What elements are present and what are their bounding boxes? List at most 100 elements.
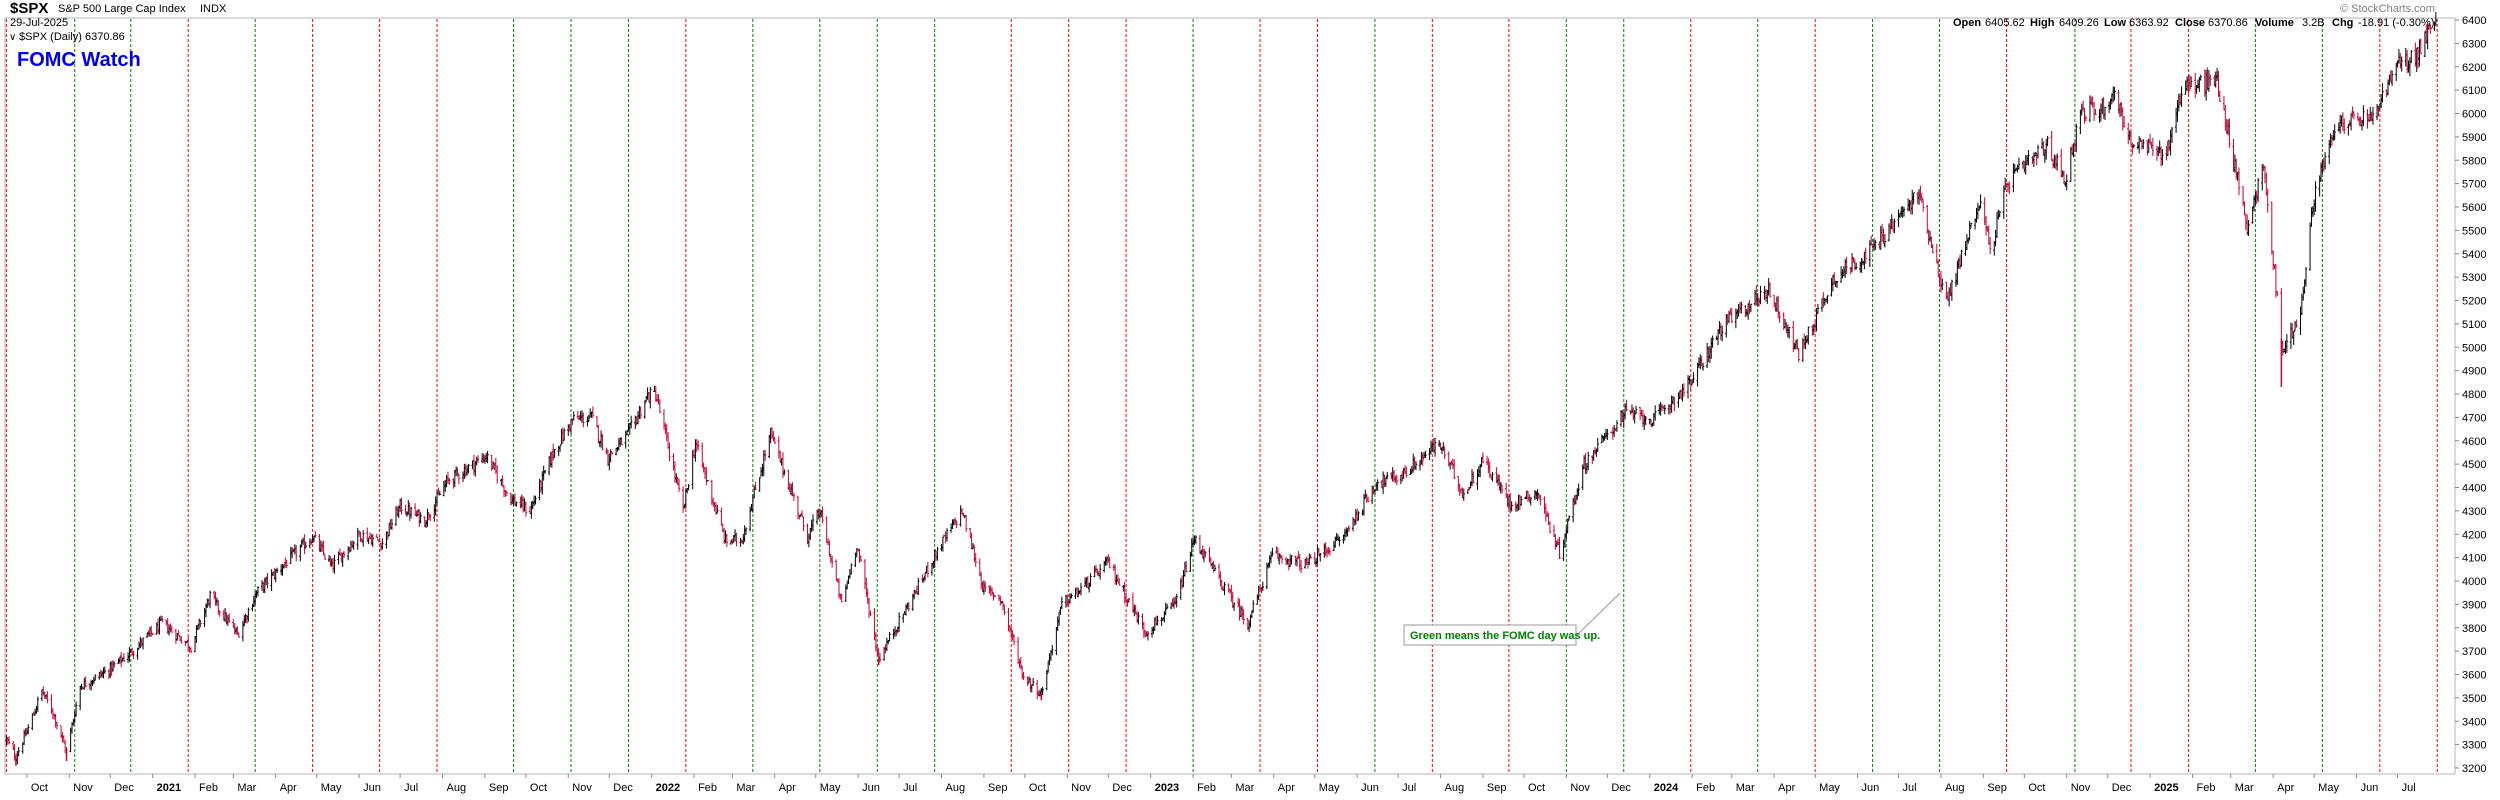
price-bars — [5, 11, 2438, 766]
series-legend: ∨ $SPX (Daily) 6370.86 — [9, 31, 125, 43]
x-axis: Oct Nov Dec 2021 Feb Mar Apr May Jun Jul Aug Sep Oct… — [26, 774, 2416, 794]
x-tick-label: Apr — [280, 782, 297, 794]
header-source: © StockCharts.com — [2340, 3, 2435, 15]
x-tick-label: Nov — [1570, 782, 1590, 794]
x-tick-label: Apr — [1278, 782, 1295, 794]
x-tick-label: Aug — [447, 782, 467, 794]
x-tick-label: Jun — [1361, 782, 1379, 794]
ohlc-close-value: 6370.86 — [2208, 17, 2248, 29]
x-tick-label: Feb — [1197, 782, 1216, 794]
x-tick-label: Aug — [1945, 782, 1965, 794]
x-tick-label: Nov — [572, 782, 592, 794]
x-tick-label: Jul — [2402, 782, 2416, 794]
x-tick-label: May — [1819, 782, 1840, 794]
x-tick-label: Nov — [73, 782, 93, 794]
y-tick-label: 3800 — [2462, 623, 2486, 635]
x-tick-label: Oct — [1029, 782, 1046, 794]
header-description: S&P 500 Large Cap Index — [58, 3, 186, 15]
x-tick-label: Feb — [1696, 782, 1715, 794]
ohlc-open-value: 6405.62 — [1985, 17, 2025, 29]
y-tick-label: 4500 — [2462, 459, 2486, 471]
x-tick-label: Nov — [1071, 782, 1091, 794]
y-tick-label: 5000 — [2462, 342, 2486, 354]
x-tick-label: Jun — [862, 782, 880, 794]
x-tick-label: Jun — [2361, 782, 2379, 794]
x-tick-label: Jun — [1862, 782, 1880, 794]
x-tick-label: Mar — [1235, 782, 1254, 794]
x-tick-label: Mar — [237, 782, 256, 794]
x-tick-label: Mar — [1736, 782, 1755, 794]
header-exchange: INDX — [200, 3, 227, 15]
x-tick-label: Aug — [1445, 782, 1465, 794]
series-legend-label: $SPX (Daily) 6370.86 — [19, 31, 125, 43]
ohlc-close-label: Close — [2175, 17, 2205, 29]
y-tick-label: 6000 — [2462, 109, 2486, 121]
y-tick-label: 5100 — [2462, 319, 2486, 331]
x-tick-label: Oct — [2028, 782, 2045, 794]
x-tick-label: Apr — [779, 782, 796, 794]
y-tick-label: 3200 — [2462, 763, 2486, 775]
y-tick-label: 4600 — [2462, 436, 2486, 448]
y-tick-label: 4400 — [2462, 483, 2486, 495]
ohlc-open-label: Open — [1953, 17, 1981, 29]
x-tick-label: Feb — [698, 782, 717, 794]
ohlc-low-label: Low — [2104, 17, 2126, 29]
x-tick-label: Feb — [199, 782, 218, 794]
x-tick-label: Oct — [530, 782, 547, 794]
ohlc-readout: Open 6405.62 High 6409.26 Low 6363.92 Cl… — [1953, 17, 2434, 29]
x-tick-label: Dec — [613, 782, 633, 794]
x-tick-label: Jul — [1903, 782, 1917, 794]
x-tick-label: Jul — [404, 782, 418, 794]
y-tick-label: 4100 — [2462, 553, 2486, 565]
x-tick-label: 2025 — [2154, 782, 2178, 794]
legend-toggle-icon[interactable]: ∨ — [9, 32, 16, 43]
x-tick-label: Jun — [363, 782, 381, 794]
x-tick-label: Jul — [1402, 782, 1416, 794]
x-tick-label: May — [820, 782, 841, 794]
x-tick-label: Jul — [903, 782, 917, 794]
x-tick-label: Dec — [1611, 782, 1631, 794]
header-date: 29-Jul-2025 — [10, 17, 68, 29]
ohlc-volume-value: 3.2B — [2302, 17, 2325, 29]
x-tick-label: 2023 — [1155, 782, 1179, 794]
annotation-note: Green means the FOMC day was up. — [1403, 592, 1621, 646]
x-tick-label: Oct — [1528, 782, 1545, 794]
x-tick-label: Aug — [946, 782, 966, 794]
ohlc-high-value: 6409.26 — [2059, 17, 2099, 29]
ohlc-chg-label: Chg — [2332, 17, 2353, 29]
x-tick-label: Apr — [2277, 782, 2294, 794]
plot-area — [4, 17, 2456, 775]
y-tick-label: 6100 — [2462, 85, 2486, 97]
y-tick-label: 5700 — [2462, 179, 2486, 191]
y-tick-label: 3900 — [2462, 599, 2486, 611]
annotation-callout-line — [1573, 592, 1621, 639]
y-tick-label: 4000 — [2462, 576, 2486, 588]
y-tick-label: 5200 — [2462, 296, 2486, 308]
annotation-note-text: Green means the FOMC day was up. — [1410, 630, 1600, 642]
x-tick-label: 2024 — [1654, 782, 1679, 794]
ohlc-high-label: High — [2030, 17, 2055, 29]
y-tick-label: 4200 — [2462, 529, 2486, 541]
y-tick-label: 5400 — [2462, 249, 2486, 261]
y-tick-label: 5900 — [2462, 132, 2486, 144]
y-tick-label: 3600 — [2462, 670, 2486, 682]
x-tick-label: Oct — [31, 782, 48, 794]
x-tick-label: Apr — [1778, 782, 1795, 794]
x-tick-label: Dec — [114, 782, 134, 794]
x-tick-label: Sep — [1487, 782, 1507, 794]
x-tick-label: Sep — [988, 782, 1008, 794]
y-tick-label: 5500 — [2462, 225, 2486, 237]
y-tick-label: 4300 — [2462, 506, 2486, 518]
x-tick-label: Sep — [489, 782, 509, 794]
y-tick-label: 5800 — [2462, 155, 2486, 167]
x-tick-label: Feb — [2197, 782, 2216, 794]
x-tick-label: Mar — [2235, 782, 2254, 794]
fomc-watch-title: FOMC Watch — [17, 49, 141, 71]
annotation-box — [1403, 624, 1577, 646]
x-tick-label: May — [2318, 782, 2339, 794]
x-tick-label: May — [1319, 782, 1340, 794]
ohlc-chg-value: -18.91 (-0.30%) — [2358, 17, 2434, 29]
x-tick-label: Mar — [736, 782, 755, 794]
x-tick-label: May — [321, 782, 342, 794]
